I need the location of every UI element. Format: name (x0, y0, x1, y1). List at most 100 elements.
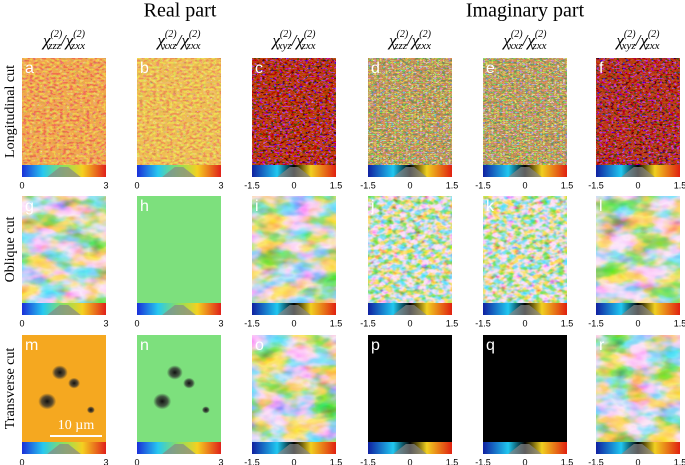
subscript: zxx (645, 40, 660, 52)
panel-letter: r (599, 337, 605, 354)
order: (2) (535, 29, 547, 40)
symbol: χ (270, 31, 280, 50)
histogram (368, 167, 427, 177)
colorbar-tick-label: 1.5 (674, 318, 685, 328)
histogram (483, 444, 542, 454)
image-panel (483, 335, 567, 442)
order: (2) (189, 29, 201, 40)
panel-letter: j (370, 198, 375, 215)
panel-letter: c (255, 60, 263, 77)
subscript: xyz (621, 40, 637, 52)
panel-letter: b (140, 60, 149, 77)
slash: / (60, 31, 68, 50)
row-label: Oblique cut (3, 217, 18, 283)
panel-letter: o (255, 337, 264, 354)
panel-letter: k (486, 198, 495, 215)
colorbar-tick-label: -1.5 (588, 318, 604, 328)
histogram (596, 305, 655, 315)
panel-letter: e (486, 60, 495, 77)
colorbar-tick-label: -1.5 (244, 457, 260, 465)
colorbar-tick-label: 0 (407, 457, 412, 465)
image-panel (252, 58, 336, 165)
image-panel (22, 58, 106, 165)
histogram (22, 305, 81, 315)
colorbar-tick-label: 1.5 (330, 318, 343, 328)
row-label: Transverse cut (3, 348, 18, 430)
column-label: χ(2) xxz/χ(2) zxx (501, 29, 547, 51)
colorbar-tick-label: -1.5 (360, 180, 376, 190)
scale-bar-label: 10 µm (58, 418, 95, 433)
colorbar-tick-label: -1.5 (244, 318, 260, 328)
histogram (368, 444, 427, 454)
colorbar-tick-label: -1.5 (475, 318, 491, 328)
colorbar-tick-label: 1.5 (446, 457, 459, 465)
subscript: xxz (508, 40, 524, 52)
panel-letter: d (371, 60, 380, 77)
histogram (252, 305, 311, 315)
panel-letter: f (599, 60, 604, 77)
panel-letter: n (140, 337, 149, 354)
order: (2) (511, 29, 523, 40)
histogram (252, 444, 311, 454)
defect-spot (86, 406, 95, 414)
subscript: xxz (162, 40, 178, 52)
defect-spot (68, 377, 81, 389)
colorbar-tick-label: -1.5 (360, 318, 376, 328)
panel-letter: p (371, 337, 380, 354)
symbol: χ (387, 31, 397, 50)
slash: / (635, 31, 643, 50)
histogram (137, 167, 196, 177)
colorbar-tick-label: 0 (522, 180, 527, 190)
order: (2) (419, 29, 431, 40)
image-panel (368, 58, 452, 165)
order: (2) (165, 29, 177, 40)
image-panel (137, 58, 221, 165)
image-panel (596, 58, 680, 165)
colorbar-tick-label: 0 (291, 180, 296, 190)
colorbar-tick-label: -1.5 (588, 180, 604, 190)
defect-spot (38, 393, 57, 410)
panel-letter: h (140, 198, 149, 215)
image-panel (368, 196, 452, 303)
colorbar-tick-label: 3 (218, 180, 223, 190)
histogram (22, 444, 81, 454)
order: (2) (397, 29, 409, 40)
symbol: χ (155, 31, 165, 50)
defect-spot (183, 377, 196, 389)
symbol: χ (64, 31, 74, 50)
colorbar-tick-label: -1.5 (475, 457, 491, 465)
colorbar-tick-label: 3 (103, 318, 108, 328)
histogram (483, 167, 542, 177)
image-panel (483, 196, 567, 303)
panel-letter: a (25, 60, 34, 77)
defect-spot (153, 393, 172, 410)
symbol: χ (410, 31, 420, 50)
image-panel (252, 196, 336, 303)
column-label: χ(2) zzz/χ(2) zxx (41, 29, 86, 51)
order: (2) (280, 29, 292, 40)
row-label: Longitudinal cut (3, 65, 18, 158)
colorbar-tick-label: 3 (218, 457, 223, 465)
defect-spot (166, 365, 183, 380)
colorbar-tick-label: 0 (522, 318, 527, 328)
colorbar-tick-label: 0 (19, 318, 24, 328)
image-panel (596, 335, 680, 442)
slash: / (406, 31, 414, 50)
defect-spot (51, 365, 68, 380)
colorbar-tick-label: 0 (19, 180, 24, 190)
colorbar-tick-label: 1.5 (561, 180, 574, 190)
image-panel (368, 335, 452, 442)
panel-letter: m (25, 337, 38, 354)
colorbar-tick-label: 0 (291, 457, 296, 465)
panel-letter: g (25, 198, 34, 215)
colorbar-tick-label: 0 (19, 457, 24, 465)
colorbar-tick-label: -1.5 (244, 180, 260, 190)
colorbar-tick-label: -1.5 (360, 457, 376, 465)
colorbar-tick-label: 0 (522, 457, 527, 465)
colorbar-tick-label: 0 (134, 180, 139, 190)
colorbar-tick-label: 1.5 (446, 318, 459, 328)
subscript: zzz (393, 40, 408, 52)
symbol: χ (179, 31, 189, 50)
subscript: xyz (277, 40, 293, 52)
